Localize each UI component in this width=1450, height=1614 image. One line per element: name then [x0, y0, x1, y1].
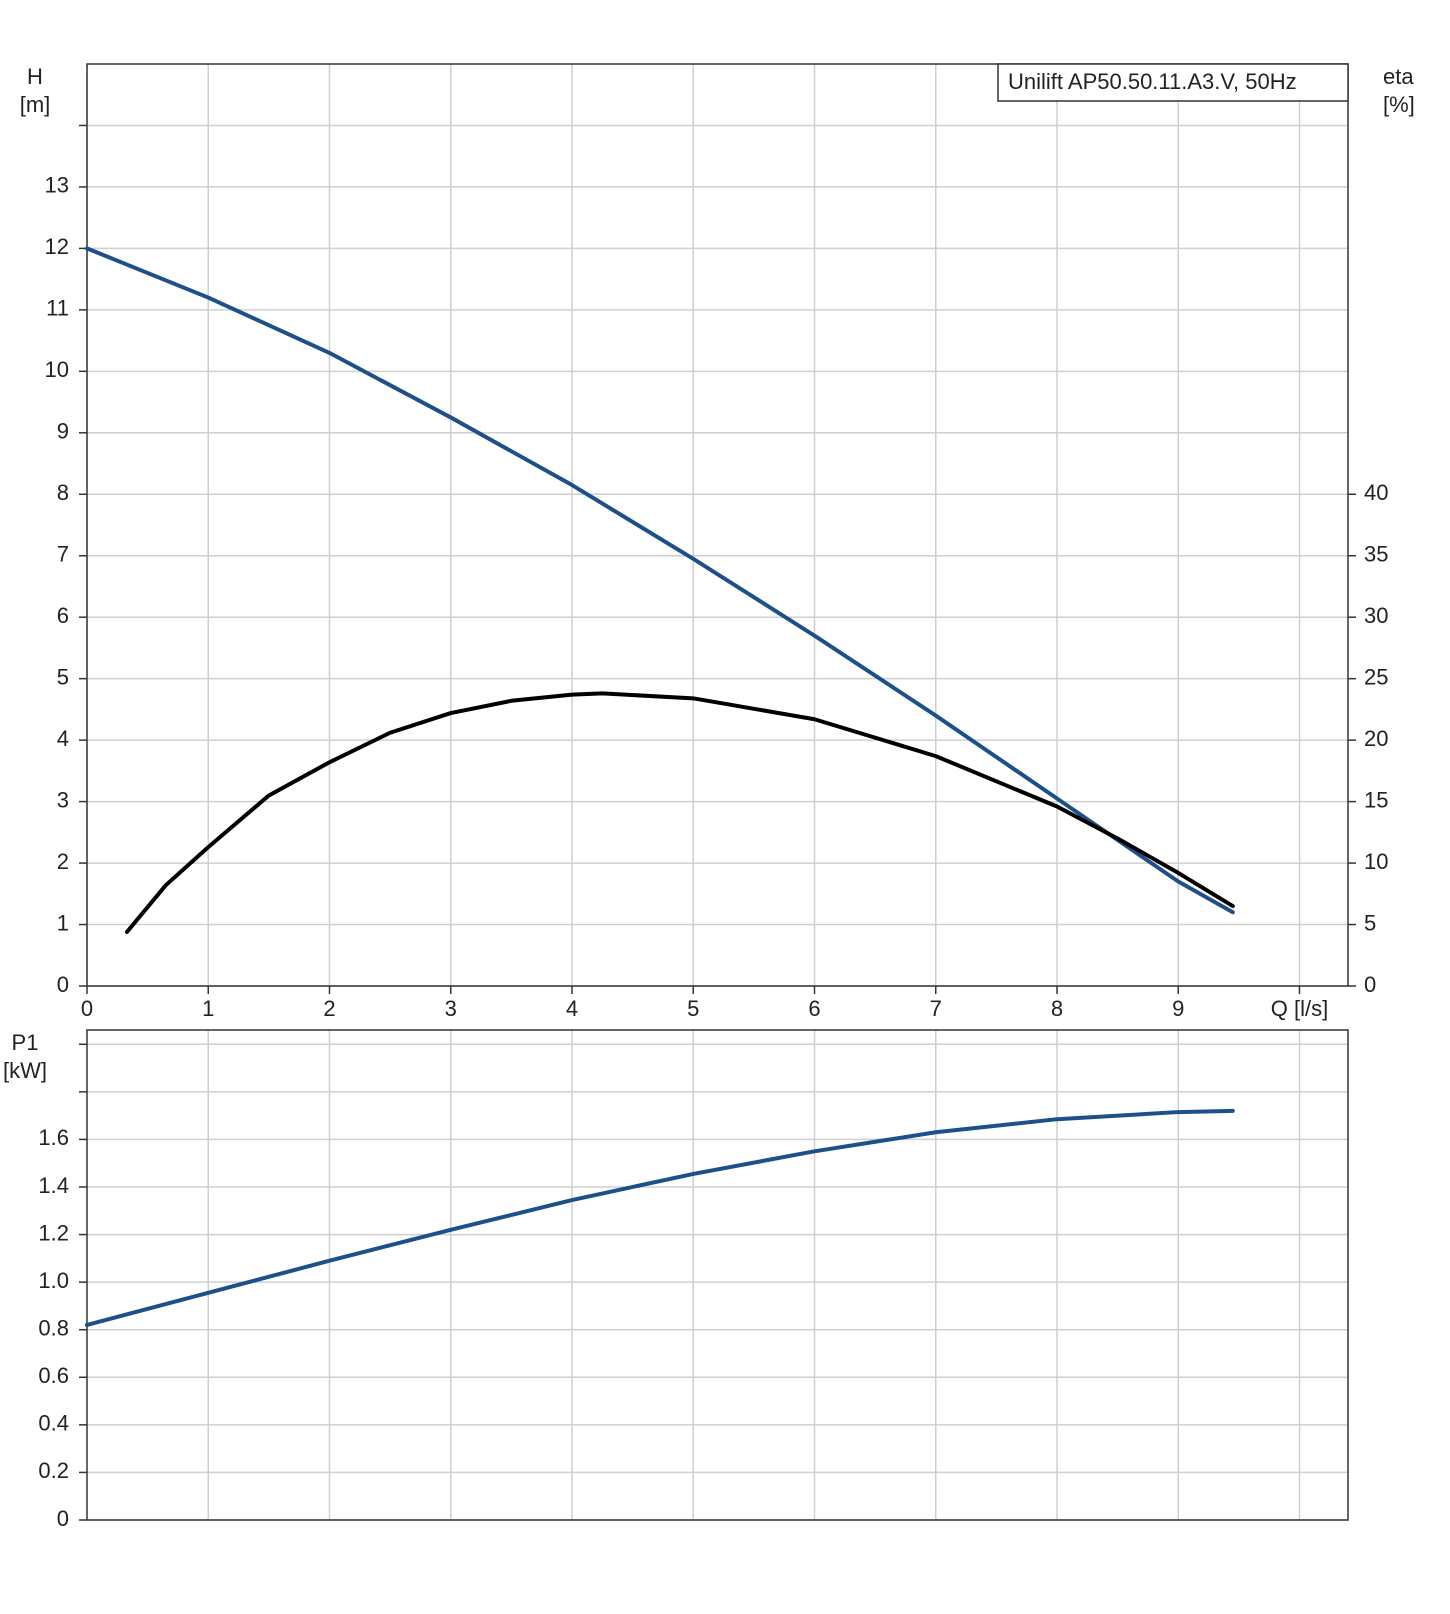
- x-tick-label: 3: [445, 996, 457, 1021]
- y-tick-label: 1.6: [38, 1125, 69, 1150]
- plot-frame: [86, 63, 1349, 987]
- y-tick-label: 0.4: [38, 1411, 69, 1436]
- y-axis-label: P1: [12, 1030, 39, 1055]
- y2-tick-label: 40: [1364, 480, 1388, 505]
- y-tick-label: 1.4: [38, 1173, 69, 1198]
- y-tick-label: 0.8: [38, 1316, 69, 1341]
- x-tick-label: 4: [566, 996, 578, 1021]
- y-tick-label: 12: [45, 234, 69, 259]
- x-tick-label: 7: [930, 996, 942, 1021]
- x-tick-label: 5: [687, 996, 699, 1021]
- y-axis-label: [m]: [20, 92, 51, 117]
- y-tick-label: 1: [57, 910, 69, 935]
- y-tick-label: 11: [46, 296, 69, 321]
- series-line: [85, 1108, 1235, 1327]
- y-tick-label: 6: [57, 603, 69, 628]
- y-axis-label: H: [27, 64, 43, 89]
- x-tick-label: 0: [81, 996, 93, 1021]
- y2-tick-label: 35: [1364, 542, 1388, 567]
- x-tick-label: 9: [1172, 996, 1184, 1021]
- y2-tick-label: 0: [1364, 972, 1376, 997]
- y2-tick-label: 20: [1364, 726, 1388, 751]
- legend-box: [997, 63, 1349, 102]
- x-tick-label: 8: [1051, 996, 1063, 1021]
- y-tick-label: 0: [57, 1506, 69, 1531]
- y-tick-label: 13: [45, 173, 69, 198]
- x-tick-label: 1: [202, 996, 214, 1021]
- series-line: [85, 246, 1235, 915]
- y2-tick-label: 25: [1364, 664, 1388, 689]
- plot-frame: [86, 1029, 1349, 1521]
- series-line: [125, 691, 1235, 934]
- y2-tick-label: 30: [1364, 603, 1388, 628]
- x-tick-label: 2: [323, 996, 335, 1021]
- x-tick-label: Q [l/s]: [1271, 996, 1328, 1021]
- y-tick-label: 9: [57, 419, 69, 444]
- y2-axis-label: [%]: [1383, 92, 1415, 117]
- y-axis-label: [kW]: [3, 1058, 47, 1083]
- y2-tick-label: 15: [1364, 787, 1388, 812]
- legend-title: Unilift AP50.50.11.A3.V, 50Hz: [1008, 69, 1297, 94]
- y-tick-label: 1.2: [38, 1220, 69, 1245]
- y2-tick-label: 10: [1364, 849, 1388, 874]
- y2-tick-label: 5: [1364, 910, 1376, 935]
- y-tick-label: 3: [57, 787, 69, 812]
- y-tick-label: 1.0: [38, 1268, 69, 1293]
- y-tick-label: 0.6: [38, 1363, 69, 1388]
- y-tick-label: 5: [57, 664, 69, 689]
- y-tick-label: 7: [57, 542, 69, 567]
- y-tick-label: 10: [45, 357, 69, 382]
- y-tick-label: 0: [57, 972, 69, 997]
- y-tick-label: 0.2: [38, 1458, 69, 1483]
- y-tick-label: 8: [57, 480, 69, 505]
- y2-axis-label: eta: [1383, 64, 1414, 89]
- y-tick-label: 2: [57, 849, 69, 874]
- x-tick-label: 6: [808, 996, 820, 1021]
- y-tick-label: 4: [57, 726, 69, 751]
